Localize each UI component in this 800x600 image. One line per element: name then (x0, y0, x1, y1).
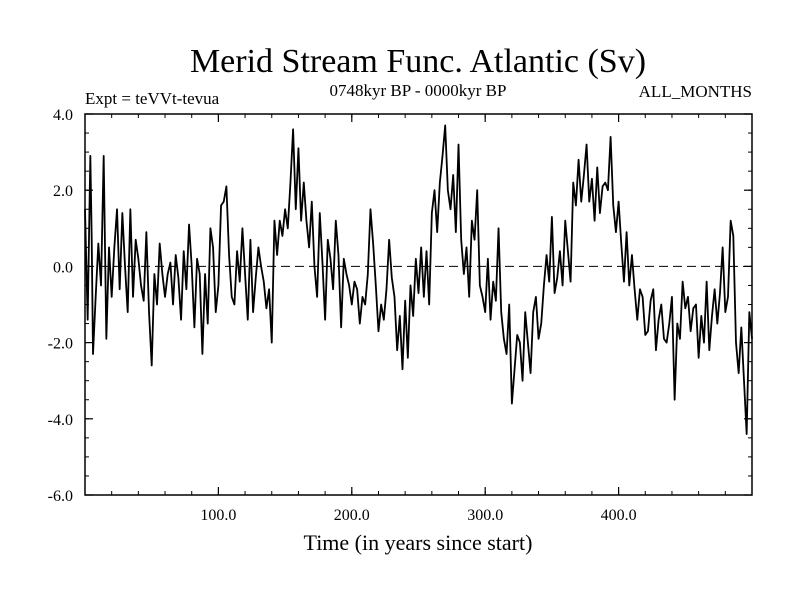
plot-area: 4.0 2.0 0.0 -2.0 -4.0 -6.0 100.0 200.0 300.0 400.… (48, 107, 753, 524)
plot-frame (84, 113, 753, 496)
x-tick-label: 100.0 (200, 507, 236, 524)
y-tick-label: -2.0 (48, 336, 73, 353)
series-line (84, 124, 753, 435)
season-label: ALL_MONTHS (639, 82, 752, 101)
chart-title: Merid Stream Func. Atlantic (Sv) (190, 43, 646, 80)
y-tick-label: -4.0 (48, 412, 73, 429)
y-tick-label: 4.0 (53, 107, 73, 124)
x-tick-label: 400.0 (601, 507, 637, 524)
experiment-label: Expt = teVVt-tevua (85, 89, 220, 108)
y-tick-label: 2.0 (53, 183, 73, 200)
x-tick-label: 300.0 (467, 507, 503, 524)
x-tick-label: 200.0 (334, 507, 370, 524)
y-tick-label: 0.0 (53, 259, 73, 276)
period-label: 0748kyr BP - 0000kyr BP (330, 81, 507, 100)
x-axis-label: Time (in years since start) (304, 530, 533, 555)
y-tick-label: -6.0 (48, 488, 73, 505)
